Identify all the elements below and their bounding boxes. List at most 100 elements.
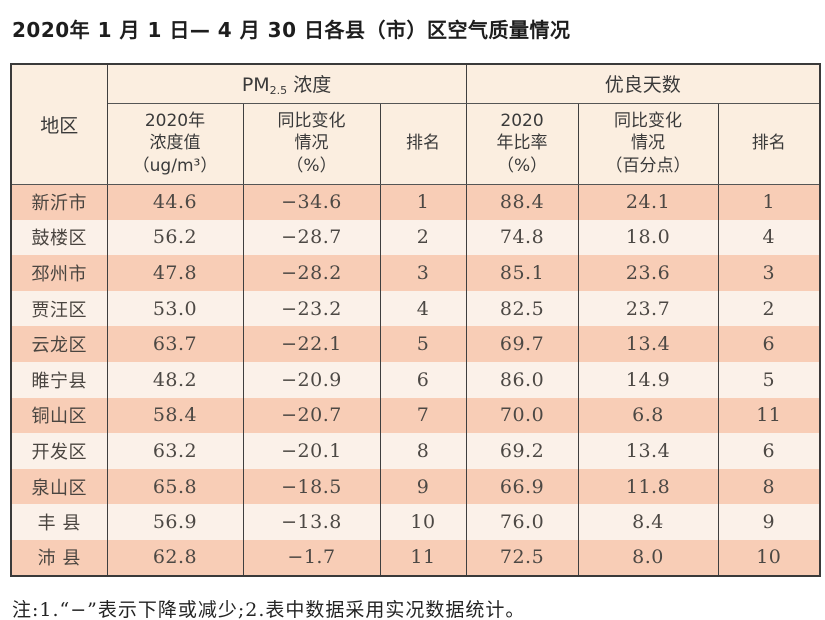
cell-good-rank: 4 — [717, 219, 821, 256]
cell-good-rank: 11 — [717, 397, 821, 434]
cell-pm-value: 53.0 — [106, 290, 244, 327]
cell-good-rate: 66.9 — [465, 468, 579, 505]
cell-region: 新沂市 — [10, 184, 108, 220]
cell-good-change: 8.4 — [577, 504, 719, 540]
cell-good-rate: 69.2 — [465, 433, 579, 469]
cell-pm-value: 48.2 — [106, 361, 244, 398]
column-group-good-days: 优良天数 — [465, 64, 821, 104]
cell-region: 铜山区 — [10, 397, 108, 434]
column-header-good-change: 同比变化 情况 （百分点） — [577, 103, 719, 185]
pm25-label-main: PM — [241, 74, 270, 97]
cell-pm-rank: 3 — [379, 255, 467, 291]
cell-good-rate: 76.0 — [465, 504, 579, 540]
table-row: 睢宁县 48.2 −20.9 6 86.0 14.9 5 — [10, 361, 821, 398]
cell-region: 云龙区 — [10, 326, 108, 362]
cell-good-rate: 69.7 — [465, 326, 579, 362]
cell-good-change: 24.1 — [577, 184, 719, 220]
cell-pm-change: −34.6 — [242, 184, 381, 220]
cell-good-rank: 6 — [717, 433, 821, 469]
table-header: 地区 PM2.5 浓度 优良天数 2020年 浓度值 （ug/m³） 同比变化 … — [10, 64, 821, 185]
table-row: 邳州市 47.8 −28.2 3 85.1 23.6 3 — [10, 255, 821, 291]
cell-pm-value: 65.8 — [106, 468, 244, 505]
cell-pm-change: −1.7 — [242, 539, 381, 576]
cell-good-rank: 3 — [717, 255, 821, 291]
cell-region: 邳州市 — [10, 255, 108, 291]
cell-pm-rank: 4 — [379, 290, 467, 327]
cell-good-rate: 72.5 — [465, 539, 579, 576]
cell-pm-rank: 7 — [379, 397, 467, 434]
cell-region: 贾汪区 — [10, 290, 108, 327]
cell-good-rate: 85.1 — [465, 255, 579, 291]
cell-pm-rank: 11 — [379, 539, 467, 576]
table-row: 丰 县 56.9 −13.8 10 76.0 8.4 9 — [10, 504, 821, 540]
cell-pm-change: −18.5 — [242, 468, 381, 505]
cell-good-change: 18.0 — [577, 219, 719, 256]
table-row: 沛 县 62.8 −1.7 11 72.5 8.0 10 — [10, 539, 821, 576]
cell-pm-value: 44.6 — [106, 184, 244, 220]
column-header-region: 地区 — [10, 64, 108, 185]
cell-region: 鼓楼区 — [10, 219, 108, 256]
cell-region: 睢宁县 — [10, 361, 108, 398]
table-row: 云龙区 63.7 −22.1 5 69.7 13.4 6 — [10, 326, 821, 362]
column-group-pm25: PM2.5 浓度 — [106, 64, 467, 104]
cell-pm-change: −20.1 — [242, 433, 381, 469]
table-row: 新沂市 44.6 −34.6 1 88.4 24.1 1 — [10, 184, 821, 220]
table-row: 泉山区 65.8 −18.5 9 66.9 11.8 8 — [10, 468, 821, 505]
cell-good-change: 13.4 — [577, 326, 719, 362]
cell-good-rank: 2 — [717, 290, 821, 327]
cell-pm-rank: 9 — [379, 468, 467, 505]
cell-pm-rank: 8 — [379, 433, 467, 469]
cell-region: 开发区 — [10, 433, 108, 469]
cell-pm-change: −20.9 — [242, 361, 381, 398]
column-header-pm-change: 同比变化 情况 （%） — [242, 103, 381, 185]
cell-pm-change: −28.2 — [242, 255, 381, 291]
cell-pm-change: −28.7 — [242, 219, 381, 256]
page-title: 2020年 1 月 1 日— 4 月 30 日各县（市）区空气质量情况 — [12, 18, 571, 42]
table-header-sub-row: 2020年 浓度值 （ug/m³） 同比变化 情况 （%） 排名 2020 年比… — [11, 103, 821, 185]
cell-region: 沛 县 — [10, 539, 108, 576]
air-quality-table: 地区 PM2.5 浓度 优良天数 2020年 浓度值 （ug/m³） 同比变化 … — [10, 63, 822, 577]
table-row: 铜山区 58.4 −20.7 7 70.0 6.8 11 — [10, 397, 821, 434]
cell-good-rate: 86.0 — [465, 361, 579, 398]
cell-pm-rank: 2 — [379, 219, 467, 256]
cell-good-rate: 74.8 — [465, 219, 579, 256]
cell-pm-value: 47.8 — [106, 255, 244, 291]
cell-good-rank: 8 — [717, 468, 821, 505]
cell-pm-change: −13.8 — [242, 504, 381, 540]
cell-good-change: 23.7 — [577, 290, 719, 327]
cell-region: 泉山区 — [10, 468, 108, 505]
column-header-pm-value: 2020年 浓度值 （ug/m³） — [106, 103, 244, 185]
cell-good-change: 6.8 — [577, 397, 719, 434]
cell-good-change: 14.9 — [577, 361, 719, 398]
cell-good-rank: 5 — [717, 361, 821, 398]
cell-good-rate: 70.0 — [465, 397, 579, 434]
cell-pm-value: 62.8 — [106, 539, 244, 576]
cell-good-change: 23.6 — [577, 255, 719, 291]
cell-pm-value: 63.2 — [106, 433, 244, 469]
table-body: 新沂市 44.6 −34.6 1 88.4 24.1 1 鼓楼区 56.2 −2… — [10, 184, 821, 576]
cell-pm-value: 56.2 — [106, 219, 244, 256]
table-row: 贾汪区 53.0 −23.2 4 82.5 23.7 2 — [10, 290, 821, 327]
cell-pm-change: −20.7 — [242, 397, 381, 434]
cell-good-rank: 6 — [717, 326, 821, 362]
cell-pm-change: −23.2 — [242, 290, 381, 327]
cell-pm-value: 56.9 — [106, 504, 244, 540]
cell-good-change: 11.8 — [577, 468, 719, 505]
cell-good-rate: 88.4 — [465, 184, 579, 220]
cell-good-change: 8.0 — [577, 539, 719, 576]
cell-good-rank: 9 — [717, 504, 821, 540]
cell-good-rank: 10 — [717, 539, 821, 576]
table-row: 鼓楼区 56.2 −28.7 2 74.8 18.0 4 — [10, 219, 821, 256]
cell-good-change: 13.4 — [577, 433, 719, 469]
column-header-good-rate: 2020 年比率 （%） — [465, 103, 579, 185]
cell-region: 丰 县 — [10, 504, 108, 540]
cell-pm-value: 63.7 — [106, 326, 244, 362]
cell-pm-value: 58.4 — [106, 397, 244, 434]
pm25-label-rest: 浓度 — [287, 74, 332, 97]
cell-good-rank: 1 — [717, 184, 821, 220]
table-header-group-row: 地区 PM2.5 浓度 优良天数 — [10, 64, 821, 185]
pm25-label-subscript: 2.5 — [269, 84, 288, 98]
column-header-good-rank: 排名 — [717, 103, 821, 185]
table-row: 开发区 63.2 −20.1 8 69.2 13.4 6 — [10, 433, 821, 469]
